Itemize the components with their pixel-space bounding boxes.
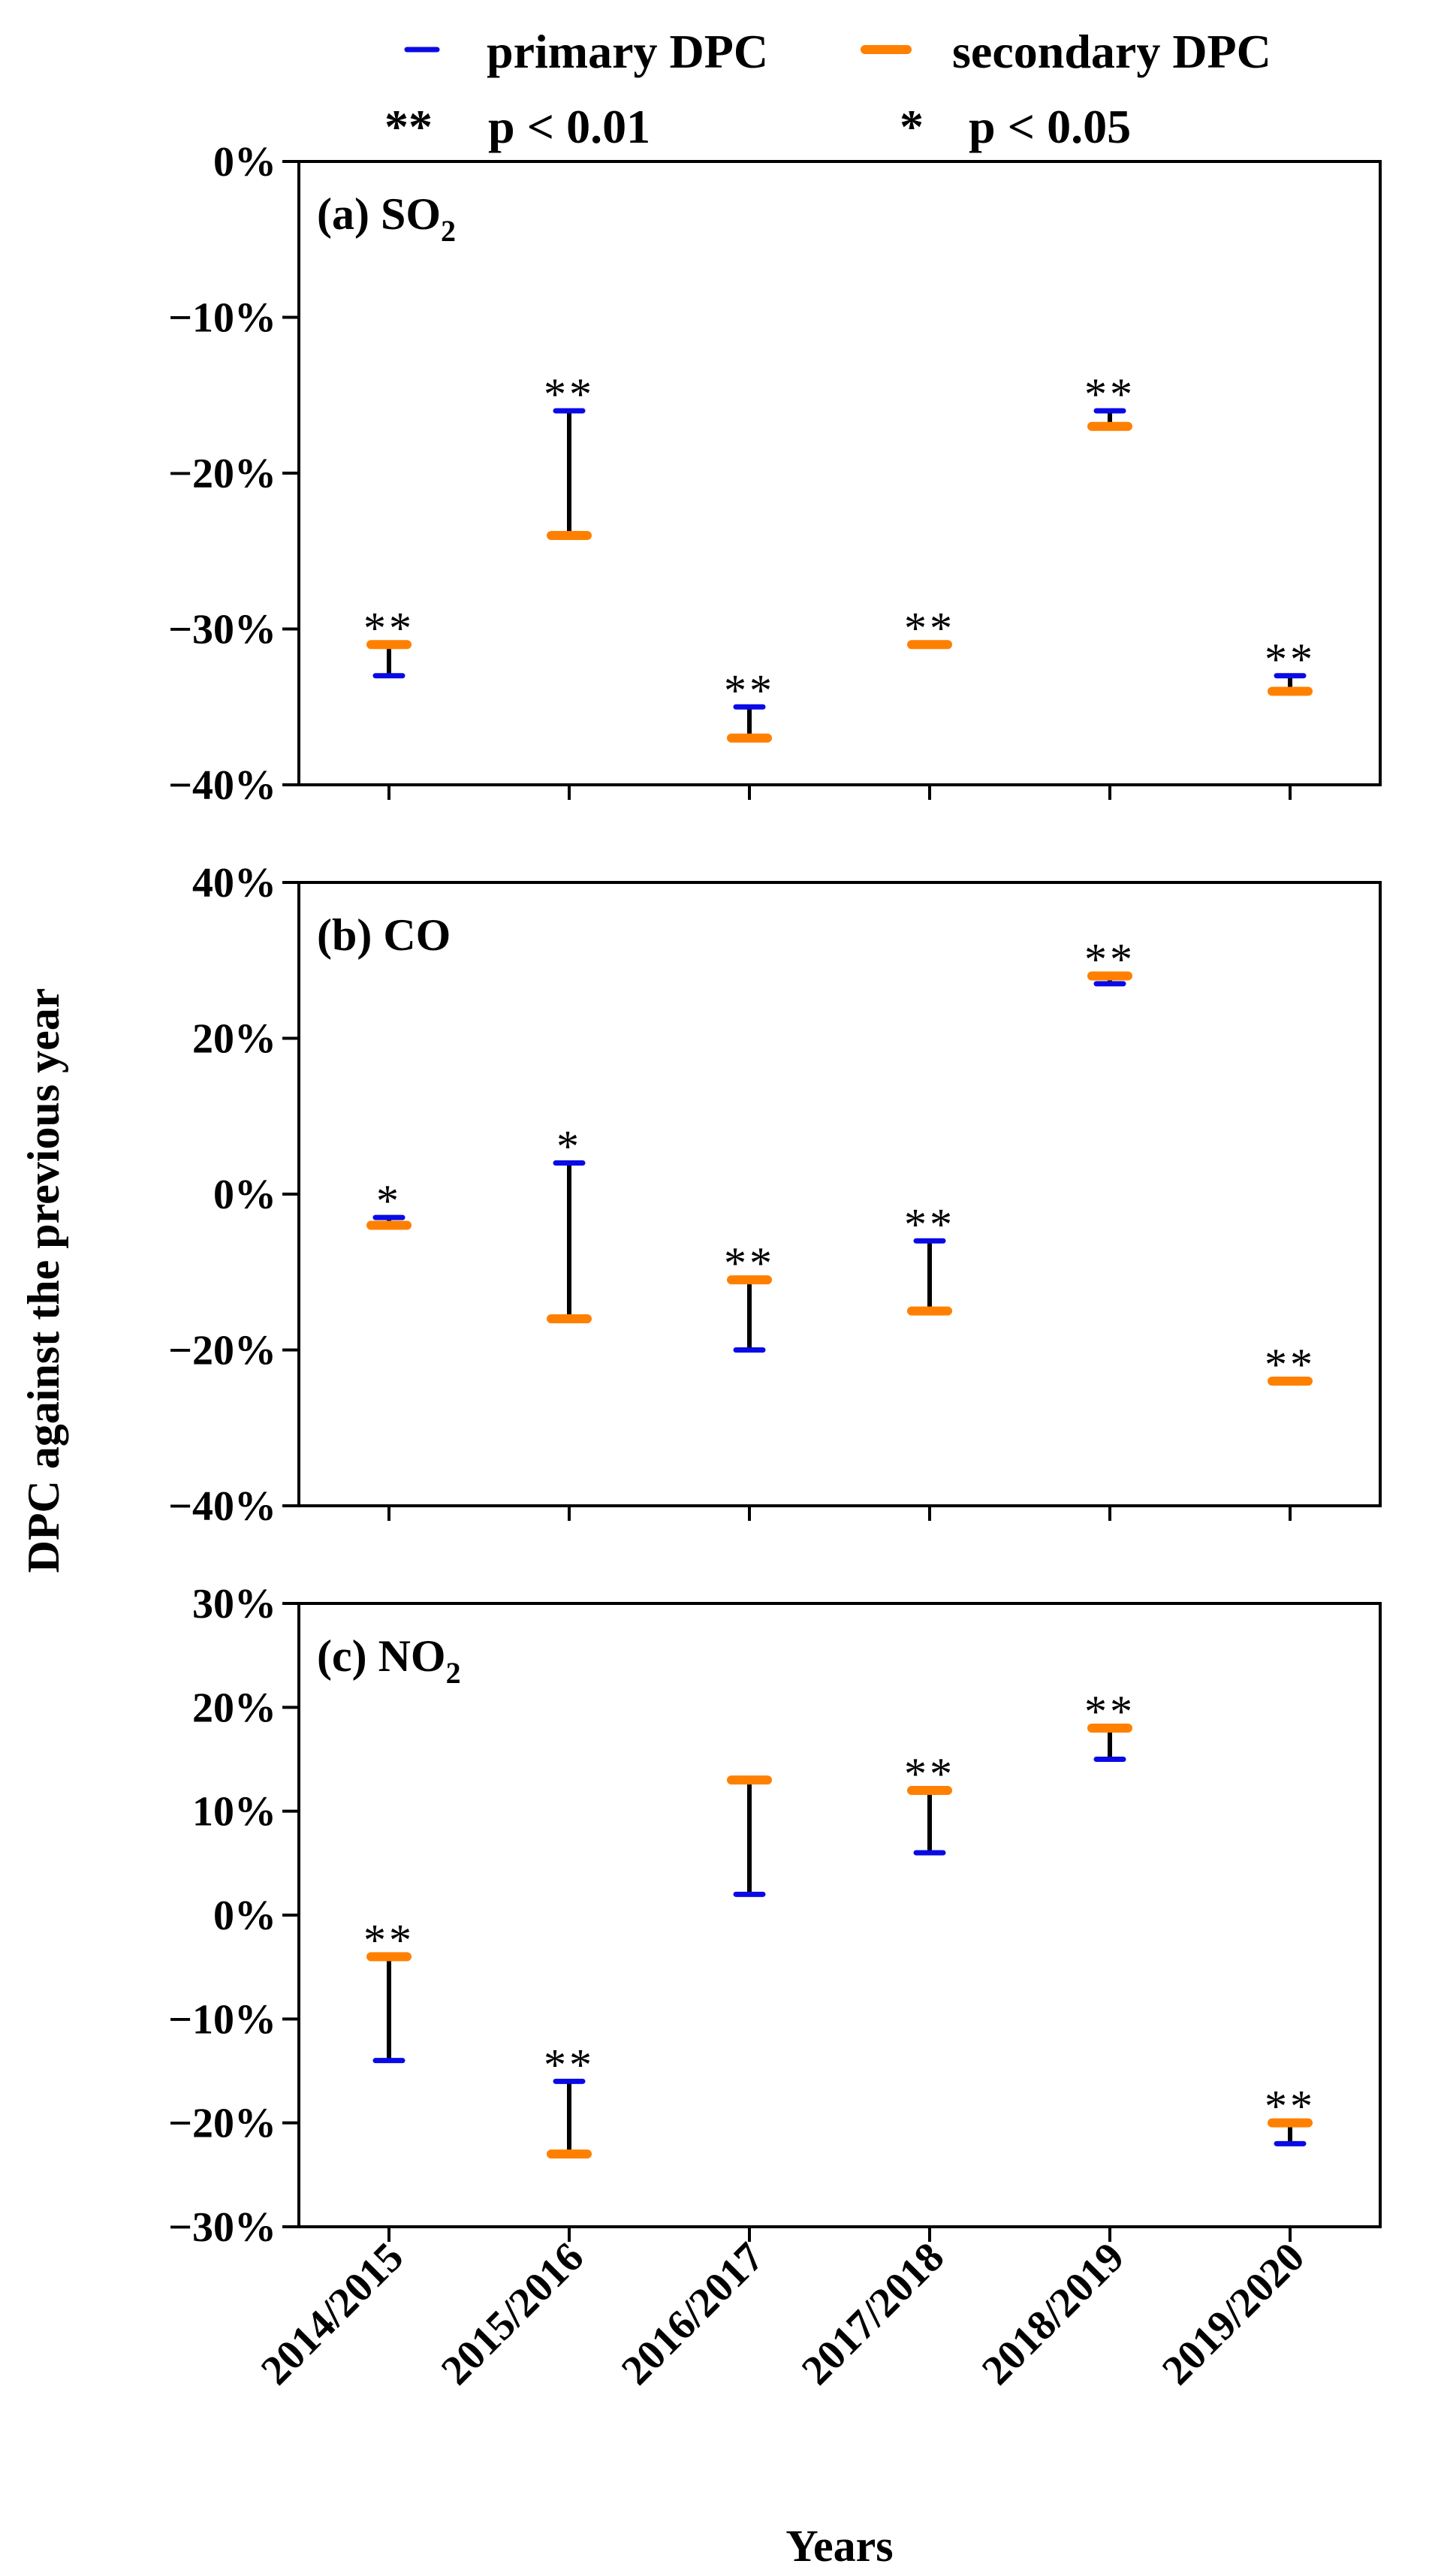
panel-title: (a) SO2 bbox=[317, 189, 456, 248]
legend-sig-single-label: p < 0.05 bbox=[969, 100, 1131, 153]
legend-primary-label: primary DPC bbox=[487, 25, 768, 78]
panel-co: (b) CO 40%20%0%−20%−40%********** bbox=[168, 860, 1382, 1530]
y-tick-label: 20% bbox=[192, 1016, 276, 1063]
x-axis-title: Years bbox=[785, 2521, 893, 2571]
panel-title-subscript: 2 bbox=[446, 1656, 461, 1690]
panel-title-main: (b) CO bbox=[317, 910, 451, 960]
y-tick-label: 0% bbox=[213, 1172, 276, 1218]
panel-title-main: (c) NO bbox=[317, 1631, 446, 1681]
panel-title-main: (a) SO bbox=[317, 189, 441, 239]
y-tick-label: 0% bbox=[213, 139, 276, 186]
panel-no2: (c) NO2 30% 20% 10% 0% −10% −20% −30% ** ** ** ** *… bbox=[168, 1581, 1382, 2251]
y-tick-label: 30% bbox=[192, 1581, 276, 1627]
legend: primary DPC secondary DPC ** p < 0.01 * … bbox=[384, 25, 1271, 153]
panel-title: (b) CO bbox=[317, 910, 451, 960]
significance-mark: ** bbox=[904, 1749, 955, 1799]
y-tick-label: −40% bbox=[168, 1483, 276, 1530]
significance-mark: ** bbox=[724, 665, 775, 715]
significance-mark: ** bbox=[1084, 370, 1135, 419]
significance-mark: ** bbox=[724, 1238, 775, 1288]
y-tick-label: 10% bbox=[192, 1789, 276, 1835]
y-tick-label: −30% bbox=[168, 607, 276, 653]
y-tick-label: −20% bbox=[168, 1328, 276, 1374]
panel-so2: (a) SO2 0% −10% −20% −30% −40% ** ** ** ** ** ** bbox=[168, 139, 1382, 809]
y-tick-label: −20% bbox=[168, 451, 276, 497]
significance-mark: ** bbox=[904, 603, 955, 653]
y-tick-label: 40% bbox=[192, 860, 276, 906]
legend-sig-double-symbol: ** bbox=[384, 100, 433, 153]
significance-mark: * bbox=[376, 1176, 402, 1226]
y-tick-label: −10% bbox=[168, 295, 276, 342]
significance-mark: ** bbox=[1265, 2082, 1316, 2131]
significance-mark: ** bbox=[363, 603, 415, 653]
significance-mark: ** bbox=[1084, 935, 1135, 985]
legend-sig-single-symbol: * bbox=[900, 100, 924, 153]
panel-title-subscript: 2 bbox=[441, 214, 456, 248]
y-tick-label: −10% bbox=[168, 1996, 276, 2043]
significance-mark: ** bbox=[544, 370, 595, 419]
significance-mark: ** bbox=[363, 1915, 415, 1965]
y-tick-label: −40% bbox=[168, 762, 276, 809]
significance-mark: * bbox=[556, 1122, 582, 1172]
significance-mark: ** bbox=[544, 2040, 595, 2089]
significance-mark: ** bbox=[1265, 635, 1316, 684]
y-tick-label: 20% bbox=[192, 1685, 276, 1731]
y-tick-label: −30% bbox=[168, 2204, 276, 2251]
significance-mark: ** bbox=[1265, 1340, 1316, 1389]
legend-sig-double-label: p < 0.01 bbox=[488, 100, 650, 153]
y-tick-label: −20% bbox=[168, 2101, 276, 2147]
panel-title: (c) NO2 bbox=[317, 1631, 461, 1690]
significance-mark: ** bbox=[904, 1199, 955, 1249]
legend-secondary-label: secondary DPC bbox=[952, 25, 1271, 78]
y-axis-title: DPC against the previous year bbox=[19, 988, 68, 1573]
y-tick-label: 0% bbox=[213, 1893, 276, 1939]
significance-mark: ** bbox=[1084, 1687, 1135, 1736]
